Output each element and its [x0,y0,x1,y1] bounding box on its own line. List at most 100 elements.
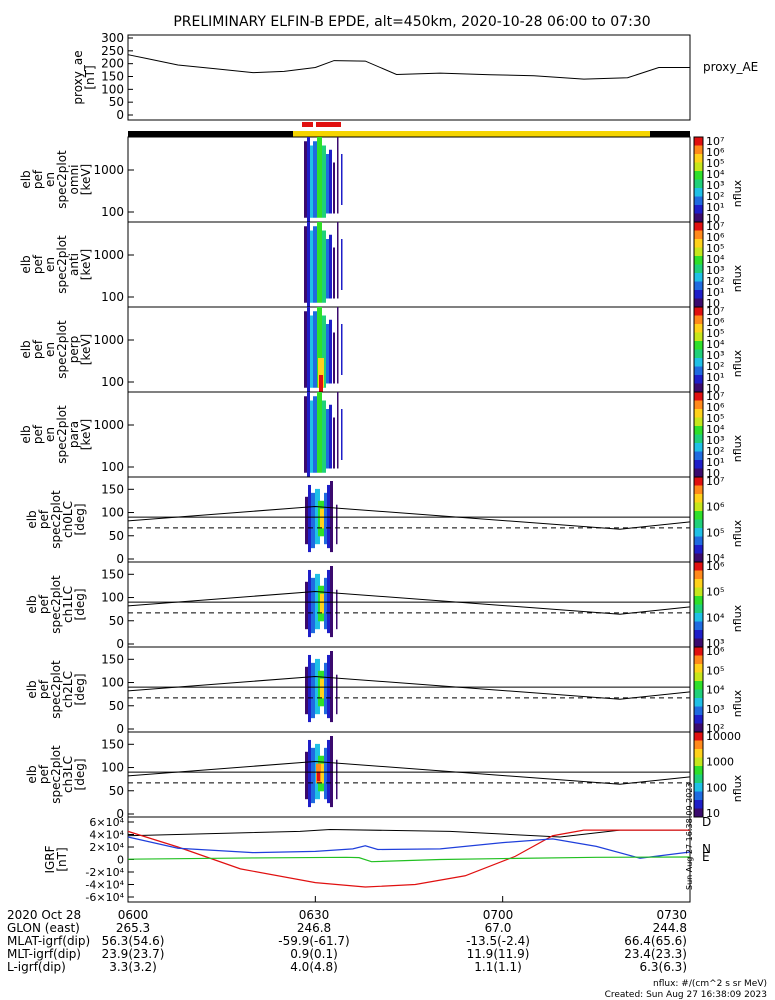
colorbar-step [694,572,703,576]
spectrogram-pixel [333,417,335,469]
colorbar-step [694,222,703,225]
colorbar-step [694,604,703,608]
panel-ylabel-line: spec2plot [49,490,63,549]
colorbar-step [694,738,703,741]
colorbar-step [694,296,703,299]
spectrogram-pixel [337,307,339,384]
anti-colorbar-tick: 10⁷ [706,220,724,233]
panel-ylabel-line: ch0LC [61,501,75,538]
spectrogram-pixel [304,311,307,388]
ch0LC-colorbar-tick: 10⁷ [706,475,724,488]
ch3LC-colorbar-tick: 100 [706,781,727,794]
spectrogram-pixel [311,492,315,549]
footer-value: 0630 [299,908,330,922]
spectrogram-pixel [329,319,332,384]
spectrogram-pixel [317,307,322,388]
colorbar-step [694,704,703,707]
colorbar-step [694,215,703,219]
colorbar-step [694,249,703,253]
colorbar-step [694,462,703,465]
panel-ylabel-line: [deg] [73,674,87,706]
colorbar-step [694,647,703,650]
colorbar-step [694,608,703,612]
spectrogram-pixel [333,162,335,214]
colorbar-step [694,785,703,788]
colorbar-step [694,415,703,418]
perp-ytick-label: 1000 [93,333,124,347]
colorbar-step [694,213,703,217]
colorbar-step [694,290,703,293]
colorbar-step [694,166,703,170]
para-colorbar-tick: 10 [706,467,720,480]
colorbar-step [694,377,703,380]
colorbar-step [694,470,703,474]
colorbar-step [694,723,703,727]
spectrogram-pixel [320,593,324,614]
colorbar-step [694,712,703,716]
spectrogram-pixel [329,234,332,299]
ae-panel-frame [127,34,691,121]
colorbar-step [694,292,703,295]
ae-ytick-label: 50 [109,95,124,109]
ch0LC-ytick-label: 0 [116,552,124,566]
panel-ylabel-line: anti [67,253,81,276]
colorbar-step [694,768,703,771]
perp-spectrogram [304,307,343,392]
colorbar-step [694,266,703,270]
colorbar-step [694,334,703,338]
colorbar-step [694,649,703,652]
spectrogram-pixel [324,662,327,715]
colorbar-step [694,224,703,227]
ch0LC-ytick-label: 50 [109,529,124,543]
colorbar-step [694,287,703,291]
colorbar-step [694,400,703,404]
ae-ylabel: proxy_ae[nT] [71,50,97,104]
igrf-ylabel: IGRF[nT] [43,845,69,873]
colorbar-step [694,780,703,784]
ch0LC-spectrogram [305,481,338,553]
colorbar-step [694,589,703,593]
colorbar-step [694,787,703,790]
spectrogram-pixel [305,751,308,800]
ch3LC-colorbar-tick: 10000 [706,730,741,743]
panel-ylabel-line: elb [25,680,39,698]
colorbar-step [694,553,703,557]
spectrogram-pixel [319,375,323,392]
colorbar-step [694,625,703,629]
colorbar-step [694,300,703,304]
colorbar-step [694,262,703,265]
igrf-legend-E: E [702,850,710,864]
colorbar-step [694,202,703,206]
panel-ylabel-line: spec2plot [49,745,63,804]
footer-value: 3.3(3.2) [109,960,157,974]
omni-colorbar [693,136,704,223]
spectrogram-pixel [326,154,329,214]
spectrogram-pixel [327,484,330,549]
colorbar-step [694,598,703,601]
panel-ylabel-line: pef [37,764,51,784]
panel-ylabel-line: spec2plot [55,235,69,294]
colorbar-step [694,749,703,752]
spectrogram-pixel [324,492,327,545]
colorbar-step [694,487,703,491]
spectrogram-pixel [329,404,332,469]
ch1LC-colorbar-label: nflux [731,604,744,632]
spectrogram-pixel [311,747,315,804]
colorbar-step [694,279,703,282]
panel-ylabel-line: spec2plot [55,405,69,464]
colorbar-step [694,734,703,737]
perp-colorbar-tick: 10¹ [706,371,724,384]
colorbar-step [694,457,703,461]
colorbar-step [694,328,703,331]
colorbar-step [694,706,703,710]
spectrogram-pixel [313,141,317,218]
colorbar-step [694,778,703,782]
spectrogram-pixel [322,400,326,473]
ch1LC-ytick-label: 150 [101,567,124,581]
colorbar-step [694,447,703,450]
anti-panel-frame [127,221,691,308]
panel-ylabel-line: pef [31,424,45,444]
colorbar-step [694,804,703,807]
spectrogram-pixel [320,508,324,529]
colorbar-step [694,538,703,542]
